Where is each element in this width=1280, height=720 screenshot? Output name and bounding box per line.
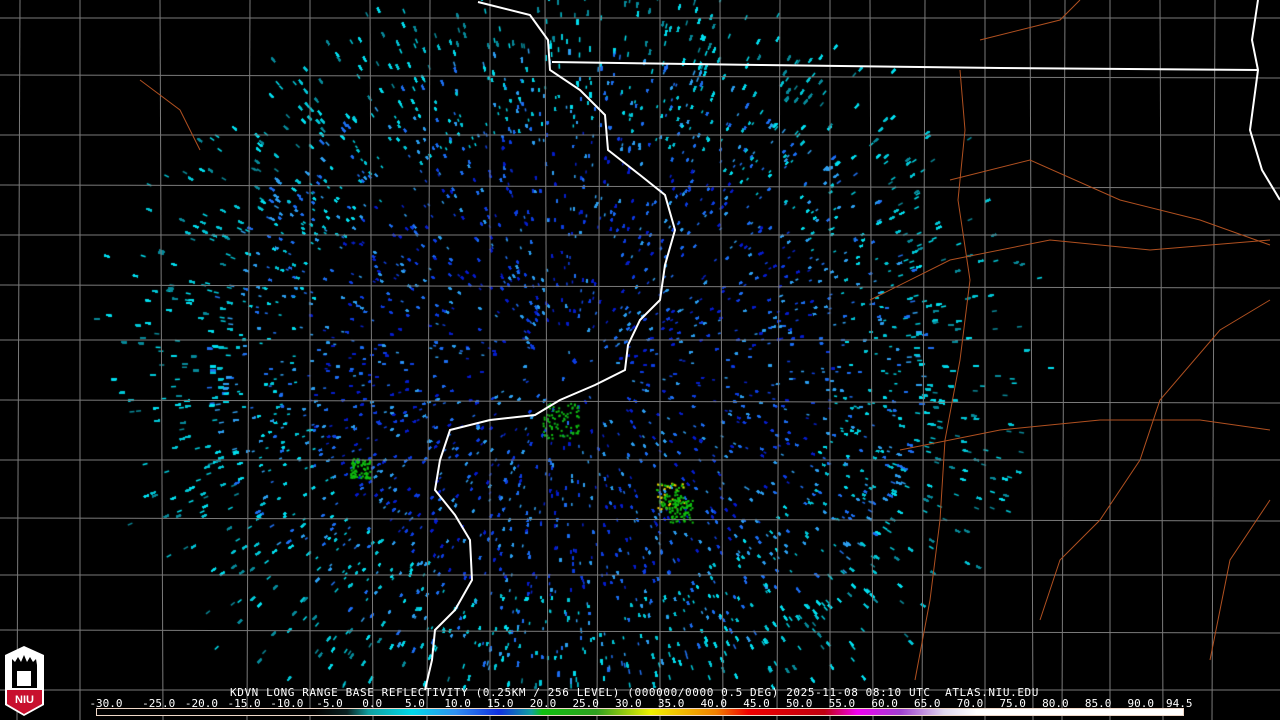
niu-logo: NIU bbox=[5, 646, 44, 716]
timestamp: 2025-11-08 08:10 UTC bbox=[786, 686, 931, 699]
legend-tick: -30.0 bbox=[89, 697, 123, 710]
legend-tick: 94.5 bbox=[1165, 697, 1193, 710]
legend-ticks: -30.0 -25.0 -20.0 -15.0 -10.0 -5.0 0.0 5.0 10.0 1… bbox=[0, 698, 1280, 710]
legend-tick: -15.0 bbox=[227, 697, 261, 710]
product-caption: KDVN LONG RANGE BASE REFLECTIVITY (0.25K… bbox=[230, 687, 1039, 699]
legend-tick: 45.0 bbox=[743, 697, 770, 710]
legend-tick: 35.0 bbox=[657, 697, 685, 710]
source-url: ATLAS.NIU.EDU bbox=[945, 686, 1039, 699]
legend-tick: 85.0 bbox=[1084, 697, 1112, 710]
legend-tick: -10.0 bbox=[270, 697, 304, 710]
legend-tick: 60.0 bbox=[871, 697, 898, 710]
legend-tick: 70.0 bbox=[956, 697, 984, 710]
volume-info: (000000/0000 0.5 DEG) bbox=[627, 686, 779, 699]
legend-tick: 75.0 bbox=[999, 697, 1026, 710]
legend-tick: 30.0 bbox=[615, 697, 642, 710]
legend-tick: -20.0 bbox=[184, 697, 218, 710]
color-scale-bar bbox=[96, 708, 1184, 716]
state-borders bbox=[424, 0, 1280, 691]
legend-tick: -5.0 bbox=[316, 697, 343, 710]
legend-tick: 20.0 bbox=[529, 697, 557, 710]
legend-tick: 80.0 bbox=[1042, 697, 1069, 710]
legend-tick: 25.0 bbox=[572, 697, 599, 710]
legend-tick: -25.0 bbox=[142, 697, 176, 710]
highways bbox=[139, 0, 1271, 681]
legend-tick: 0.0 bbox=[362, 697, 383, 710]
legend-tick: 50.0 bbox=[785, 697, 813, 710]
legend-tick: 55.0 bbox=[828, 697, 856, 710]
legend-tick: 15.0 bbox=[487, 697, 514, 710]
legend-tick: 90.0 bbox=[1127, 697, 1155, 710]
product-name: LONG RANGE BASE REFLECTIVITY (0.25KM / 2… bbox=[266, 686, 621, 699]
legend-tick: 40.0 bbox=[700, 697, 728, 710]
station-id: KDVN bbox=[230, 686, 259, 699]
svg-text:NIU: NIU bbox=[15, 694, 34, 706]
legend-tick: 65.0 bbox=[914, 697, 941, 710]
legend-tick: 5.0 bbox=[404, 697, 425, 710]
legend-tick: 10.0 bbox=[444, 697, 471, 710]
